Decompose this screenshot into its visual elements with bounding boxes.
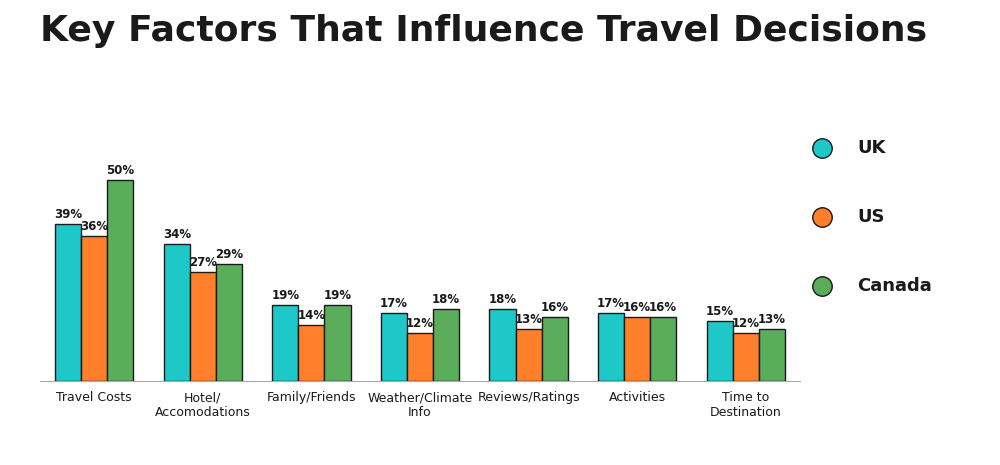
Bar bbox=[272, 305, 298, 381]
Bar bbox=[759, 329, 785, 381]
Bar bbox=[298, 325, 324, 381]
Text: 39%: 39% bbox=[54, 208, 82, 221]
Text: 36%: 36% bbox=[80, 220, 108, 233]
Text: UK: UK bbox=[858, 139, 886, 157]
Text: 12%: 12% bbox=[732, 317, 760, 330]
Text: 17%: 17% bbox=[380, 297, 408, 310]
Text: US: US bbox=[858, 208, 885, 226]
Text: Key Factors That Influence Travel Decisions: Key Factors That Influence Travel Decisi… bbox=[40, 14, 927, 48]
Text: 27%: 27% bbox=[189, 256, 217, 269]
Text: 15%: 15% bbox=[706, 305, 734, 318]
Bar bbox=[81, 236, 107, 381]
Text: 14%: 14% bbox=[297, 309, 325, 322]
Bar bbox=[55, 224, 81, 381]
Bar bbox=[542, 317, 568, 381]
Bar bbox=[516, 329, 542, 381]
Text: 13%: 13% bbox=[515, 312, 543, 326]
Bar bbox=[190, 272, 216, 381]
Bar bbox=[733, 333, 759, 381]
Bar bbox=[107, 180, 133, 381]
Bar bbox=[624, 317, 650, 381]
Bar bbox=[407, 333, 433, 381]
Text: 18%: 18% bbox=[432, 292, 460, 306]
Text: 12%: 12% bbox=[406, 317, 434, 330]
Text: 19%: 19% bbox=[323, 288, 352, 301]
Bar bbox=[216, 265, 242, 381]
Text: 50%: 50% bbox=[106, 164, 134, 177]
Text: 18%: 18% bbox=[488, 292, 517, 306]
Text: 16%: 16% bbox=[541, 300, 569, 313]
Text: 17%: 17% bbox=[597, 297, 625, 310]
Text: 34%: 34% bbox=[163, 228, 191, 241]
Bar bbox=[489, 309, 516, 381]
Text: Source:Expedia Group Media Solutions: Source:Expedia Group Media Solutions bbox=[688, 434, 985, 449]
Text: 16%: 16% bbox=[649, 300, 677, 313]
Text: 13%: 13% bbox=[758, 312, 786, 326]
Bar bbox=[324, 305, 351, 381]
Bar bbox=[381, 313, 407, 381]
Text: Canada: Canada bbox=[858, 277, 932, 295]
Bar bbox=[598, 313, 624, 381]
Text: 16%: 16% bbox=[623, 300, 651, 313]
Text: 19%: 19% bbox=[271, 288, 299, 301]
Text: 29%: 29% bbox=[215, 248, 243, 261]
Bar bbox=[433, 309, 459, 381]
Text: TheShelf.com: TheShelf.com bbox=[15, 434, 131, 449]
Bar bbox=[650, 317, 676, 381]
Bar bbox=[707, 321, 733, 381]
Bar bbox=[164, 244, 190, 381]
